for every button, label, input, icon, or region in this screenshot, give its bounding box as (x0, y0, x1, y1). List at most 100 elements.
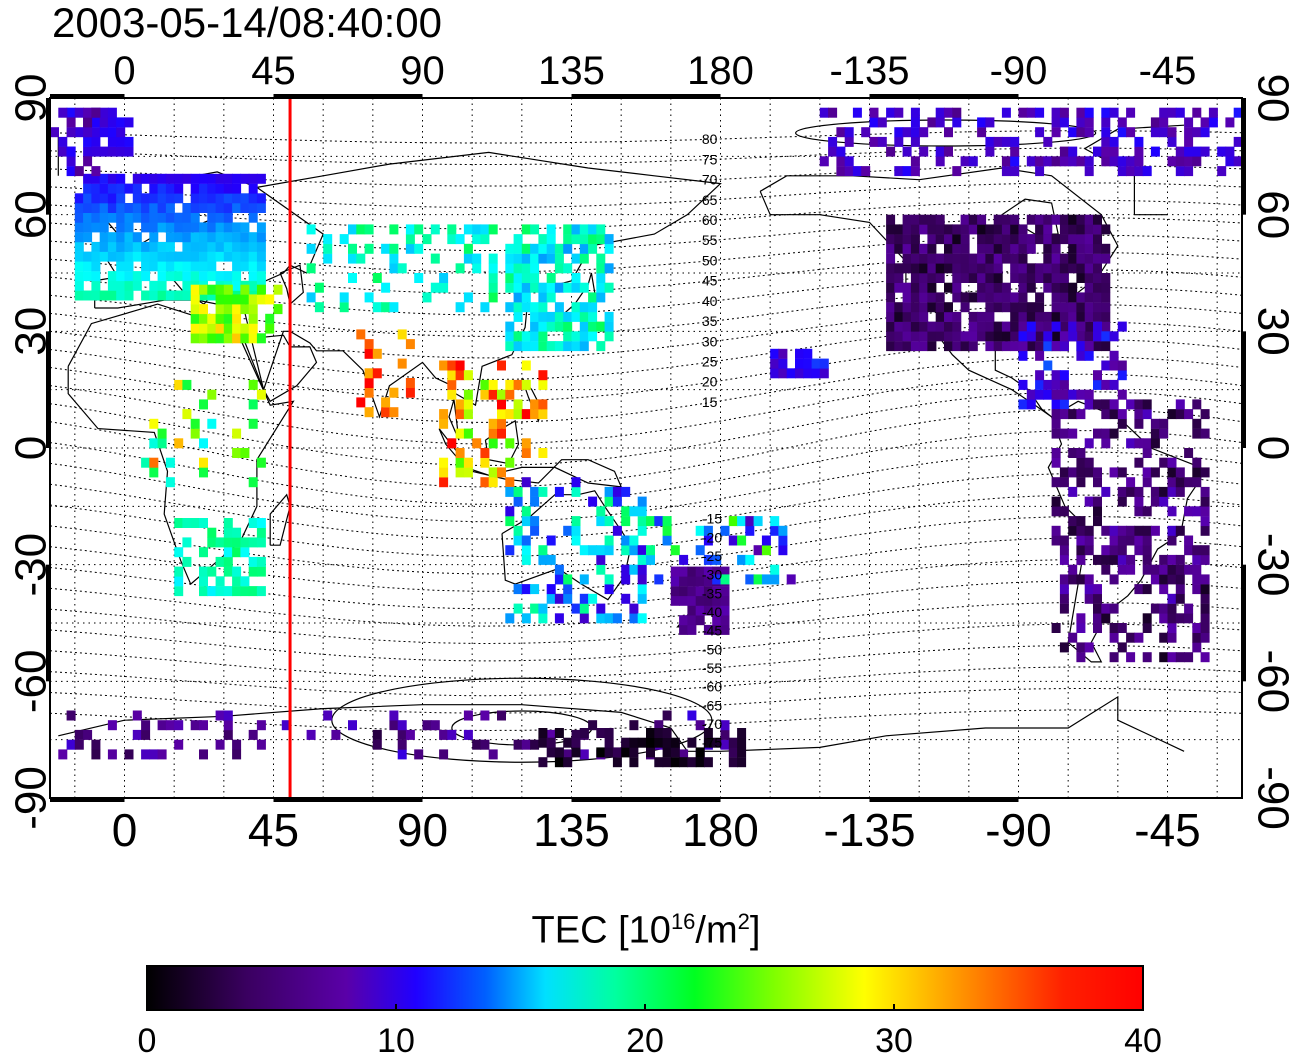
tec-cell (1084, 263, 1094, 274)
tec-cell (1159, 107, 1169, 118)
tec-cell (993, 243, 1003, 254)
tec-cell (770, 348, 780, 359)
tec-cell (199, 183, 208, 194)
tec-cell (910, 292, 920, 303)
tec-cell (786, 368, 796, 379)
tec-cell (952, 107, 962, 118)
tec-cell (1167, 486, 1177, 497)
tec-cell (83, 156, 93, 167)
tec-cell (521, 739, 531, 750)
tec-cell (107, 127, 117, 138)
tec-cell (1126, 438, 1136, 449)
contour-label: 80 (702, 131, 718, 147)
tec-cell (141, 290, 151, 301)
tec-cell (546, 311, 556, 322)
colorbar-tick-label: 20 (626, 1022, 664, 1057)
tec-cell (505, 477, 515, 488)
tec-cell (265, 323, 275, 334)
coastline (269, 493, 291, 546)
tec-cell (1101, 311, 1111, 322)
tec-cell (604, 737, 614, 748)
tec-cell (1101, 156, 1111, 167)
tec-cell (480, 477, 490, 488)
tec-cell (199, 251, 208, 262)
tec-cell (141, 241, 151, 252)
lon-tick-bottom: 0 (112, 804, 138, 856)
tec-cell (223, 222, 233, 233)
tec-cell (256, 294, 266, 305)
tec-cell (621, 574, 631, 585)
tec-cell (190, 203, 200, 213)
tec-cell (712, 624, 722, 635)
tec-cell (571, 535, 581, 546)
tec-cell (728, 757, 738, 768)
tec-cell (397, 749, 407, 760)
tec-cell (1126, 486, 1136, 497)
tec-cell (165, 183, 175, 194)
tec-cell (1175, 574, 1185, 585)
colorbar-title-main: TEC [10 (531, 909, 671, 952)
tec-cell (894, 127, 904, 138)
tec-cell (1184, 613, 1194, 624)
tec-cell (505, 457, 515, 468)
tec-cell (455, 409, 465, 420)
tec-cell (91, 241, 101, 252)
tec-cell (199, 333, 208, 344)
lat-tick-right: -30 (1248, 533, 1292, 597)
tec-cell (679, 749, 689, 760)
tec-cell (1101, 282, 1111, 293)
tec-cell (844, 156, 854, 167)
tec-cell (952, 166, 962, 177)
tec-cell (1159, 496, 1169, 507)
contour-line (50, 147, 1242, 165)
tec-cell (223, 537, 233, 548)
tec-cell (737, 535, 747, 546)
tec-cell (1059, 545, 1069, 556)
tec-cell (712, 566, 722, 577)
tec-cell (927, 321, 937, 332)
tec-cell (687, 624, 697, 635)
tec-cell (182, 379, 192, 390)
tec-cell (935, 302, 945, 313)
tec-cell (554, 564, 564, 575)
tec-cell (886, 273, 896, 283)
tec-cell (182, 280, 192, 291)
tec-cell (1010, 243, 1020, 254)
tec-cell (463, 253, 473, 264)
tec-cell (703, 595, 713, 606)
tec-cell (910, 253, 920, 264)
tec-cell (1093, 467, 1102, 478)
tec-cell (1117, 321, 1127, 332)
tec-cell (1035, 311, 1045, 322)
tec-cell (455, 302, 465, 313)
tec-cell (381, 407, 391, 418)
tec-cell (223, 586, 233, 597)
tec-cell (1150, 564, 1160, 575)
contour-line (50, 623, 1242, 662)
colorbar-title-exp1: 16 (670, 909, 696, 934)
tec-cell (1134, 486, 1144, 497)
tec-cell (488, 428, 498, 439)
tec-cell (1084, 156, 1094, 167)
tec-cell (1093, 623, 1102, 633)
tec-cell (1142, 584, 1152, 595)
tec-cell (389, 263, 399, 274)
tec-cell (695, 605, 705, 616)
tec-cell (116, 290, 126, 301)
tec-cell (182, 251, 192, 262)
tec-cell (538, 311, 548, 322)
tec-cell (1051, 448, 1061, 458)
tec-cell (132, 710, 142, 721)
tec-cell (223, 241, 233, 252)
tec-cell (389, 720, 399, 731)
tec-cell (563, 263, 573, 274)
tec-cell (919, 311, 929, 322)
tec-cell (795, 358, 804, 369)
tec-cell (1051, 409, 1061, 420)
tec-cell (919, 331, 929, 342)
tec-cell (207, 566, 217, 577)
lon-tick-top: -45 (1139, 49, 1197, 93)
tec-cell (1084, 302, 1094, 313)
tec-cell (985, 136, 995, 147)
tec-cell (107, 107, 117, 118)
